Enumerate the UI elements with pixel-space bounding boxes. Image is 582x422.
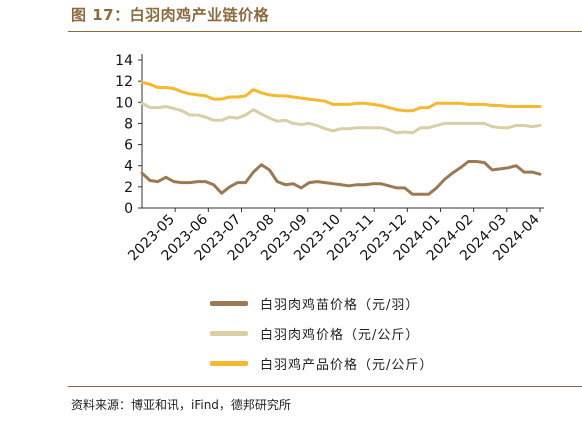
y-tick-label: 8 — [124, 116, 133, 132]
legend-swatch-chick-price — [210, 300, 248, 306]
legend-label-broiler-price: 白羽肉鸡价格（元/公斤） — [260, 327, 420, 343]
legend-label-chick-price: 白羽肉鸡苗价格（元/羽） — [260, 297, 420, 313]
title-divider — [68, 31, 582, 32]
chart-axes — [138, 54, 544, 212]
y-tick-label: 2 — [124, 180, 133, 196]
legend-item-product-price: 白羽鸡产品价格（元/公斤） — [210, 348, 540, 378]
x-tick-labels: 2023-052023-062023-072023-082023-092023-… — [125, 211, 543, 264]
line-chart: 0 2 4 6 8 10 12 14 2023-052023-062023-072023-08… — [115, 53, 544, 264]
y-tick-labels: 0 2 4 6 8 10 12 14 — [115, 53, 133, 217]
legend-item-broiler-price: 白羽肉鸡价格（元/公斤） — [210, 318, 540, 348]
source-divider — [68, 386, 582, 387]
y-tick-label: 14 — [115, 53, 133, 69]
series-line-2 — [140, 80, 542, 113]
series-line-1 — [140, 101, 542, 135]
series-line-0 — [140, 160, 542, 196]
chart-legend: 白羽肉鸡苗价格（元/羽） 白羽肉鸡价格（元/公斤） 白羽鸡产品价格（元/公斤） — [210, 288, 540, 378]
chart-series — [140, 80, 542, 196]
source-note: 资料来源：博亚和讯，iFind，德邦研究所 — [71, 398, 291, 412]
y-tick-label: 0 — [124, 201, 133, 217]
figure-title: 图 17：白羽肉鸡产业链价格 — [71, 6, 270, 24]
y-tick-label: 6 — [124, 138, 133, 154]
y-tick-label: 4 — [124, 159, 133, 175]
legend-item-chick-price: 白羽肉鸡苗价格（元/羽） — [210, 288, 540, 318]
y-tick-label: 10 — [115, 95, 133, 111]
y-tick-label: 12 — [115, 74, 133, 90]
legend-swatch-product-price — [210, 360, 248, 366]
legend-label-product-price: 白羽鸡产品价格（元/公斤） — [260, 357, 434, 373]
legend-swatch-broiler-price — [210, 330, 248, 336]
